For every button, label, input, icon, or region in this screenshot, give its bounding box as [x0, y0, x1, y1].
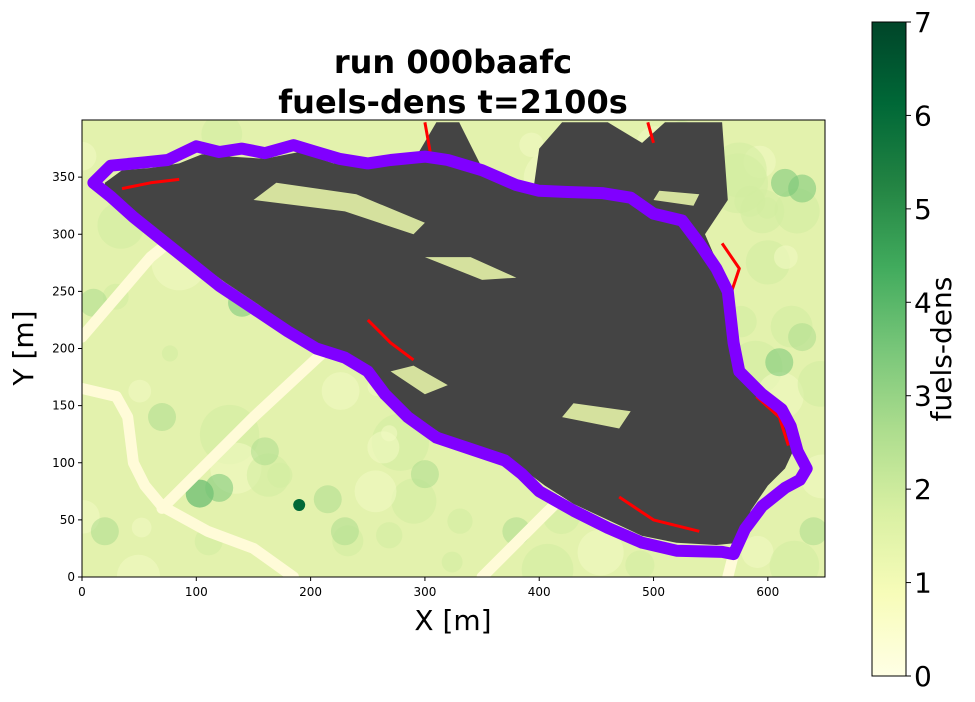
chart-title-line-2: fuels-dens t=2100s [278, 83, 628, 121]
fuel-spot [148, 403, 177, 432]
x-tick-label: 400 [528, 585, 551, 599]
y-tick-label: 350 [52, 170, 75, 184]
fuel-texture-blob [625, 550, 655, 577]
unburned-patch [253, 182, 425, 235]
x-axis-label: X [m] [414, 604, 491, 637]
fuel-dense-spots [82, 168, 825, 546]
unburned-patch [653, 190, 700, 206]
unburned-patch [390, 365, 448, 395]
burned-area [104, 122, 793, 546]
colorbar-tick-label: 4 [914, 286, 932, 319]
fuel-spot [330, 517, 359, 546]
colorbar-tick-label: 5 [914, 193, 932, 226]
fuel-texture-blob [441, 551, 463, 573]
fuel-texture-blob [519, 132, 544, 158]
fuel-spot [765, 348, 794, 377]
active-fire-line [618, 495, 700, 533]
fuel-texture-blob [246, 453, 291, 497]
colorbar-tick-label: 3 [914, 380, 932, 413]
y-tick-label: 0 [67, 570, 75, 584]
plot-area [82, 120, 825, 577]
colorbar-tick-label: 1 [914, 567, 932, 600]
x-tick-label: 100 [185, 585, 208, 599]
active-fire-line [423, 122, 433, 155]
colorbar-label: fuels-dens [925, 277, 958, 422]
x-tick-label: 300 [413, 585, 436, 599]
y-tick-label: 200 [52, 342, 75, 356]
y-axis-label: Y [m] [7, 310, 40, 386]
colorbar-tick-label: 6 [914, 99, 932, 132]
fuel-spot [799, 517, 825, 546]
fuel-spot [410, 460, 439, 489]
fuel-spot [313, 485, 342, 514]
fuel-texture-blob [734, 185, 766, 217]
unburned-patch [424, 257, 517, 280]
fuel-texture-blob [447, 508, 473, 534]
fuel-texture-blob [774, 245, 798, 270]
y-tick-label: 250 [52, 284, 75, 298]
fire-perimeter [87, 139, 813, 561]
fuel-texture-blob [161, 345, 179, 362]
fuel-texture-blob [521, 543, 574, 577]
y-tick-label: 100 [52, 456, 75, 470]
fuel-spot [293, 499, 306, 512]
y-axis-ticks: 0 50 100 150 200 250 300 350 [52, 170, 82, 584]
road [82, 383, 299, 577]
fuel-spot [788, 323, 817, 352]
fuel-texture-blob [577, 529, 624, 576]
x-tick-label: 0 [78, 585, 86, 599]
fuel-spot [205, 473, 234, 502]
colorbar [871, 21, 907, 677]
burned-region [104, 122, 793, 546]
colorbar-ticks: 0 1 2 3 4 5 6 7 [906, 6, 932, 693]
fuel-texture-blob [321, 372, 360, 410]
colorbar-tick-label: 0 [914, 660, 932, 693]
y-tick-label: 300 [52, 227, 75, 241]
x-axis-ticks: 0 100 200 300 400 500 600 [78, 577, 779, 599]
fuel-texture-blob [769, 540, 820, 577]
active-fire-line [366, 318, 415, 362]
perimeter-line [87, 139, 813, 561]
y-tick-label: 50 [60, 513, 75, 527]
colorbar-tick-label: 2 [914, 473, 932, 506]
fuel-spot [250, 437, 279, 466]
x-tick-label: 600 [756, 585, 779, 599]
fuel-texture-blob [82, 141, 97, 171]
fuel-texture-blob [131, 517, 152, 538]
x-tick-label: 200 [299, 585, 322, 599]
fuel-texture-blob [741, 535, 774, 568]
fuel-texture-blob [354, 470, 397, 513]
unburned-patch [562, 403, 631, 429]
active-fire-line [121, 177, 180, 191]
fuel-texture-blob [381, 425, 398, 442]
colorbar-tick-label: 7 [914, 6, 932, 39]
fuel-spot [788, 174, 817, 203]
chart-title-line-1: run 000baafc [334, 43, 572, 81]
active-fire-line [646, 121, 655, 144]
fuel-texture-blob [391, 478, 437, 524]
fuel-texture-blob [376, 522, 403, 549]
fuel-texture-blob [128, 379, 152, 403]
fuel-spot [90, 517, 119, 546]
fuel-texture-blob [797, 361, 825, 407]
y-tick-label: 150 [52, 399, 75, 413]
unburned-patches [253, 182, 700, 429]
fuel-texture-blob [116, 554, 161, 577]
x-tick-label: 500 [642, 585, 665, 599]
